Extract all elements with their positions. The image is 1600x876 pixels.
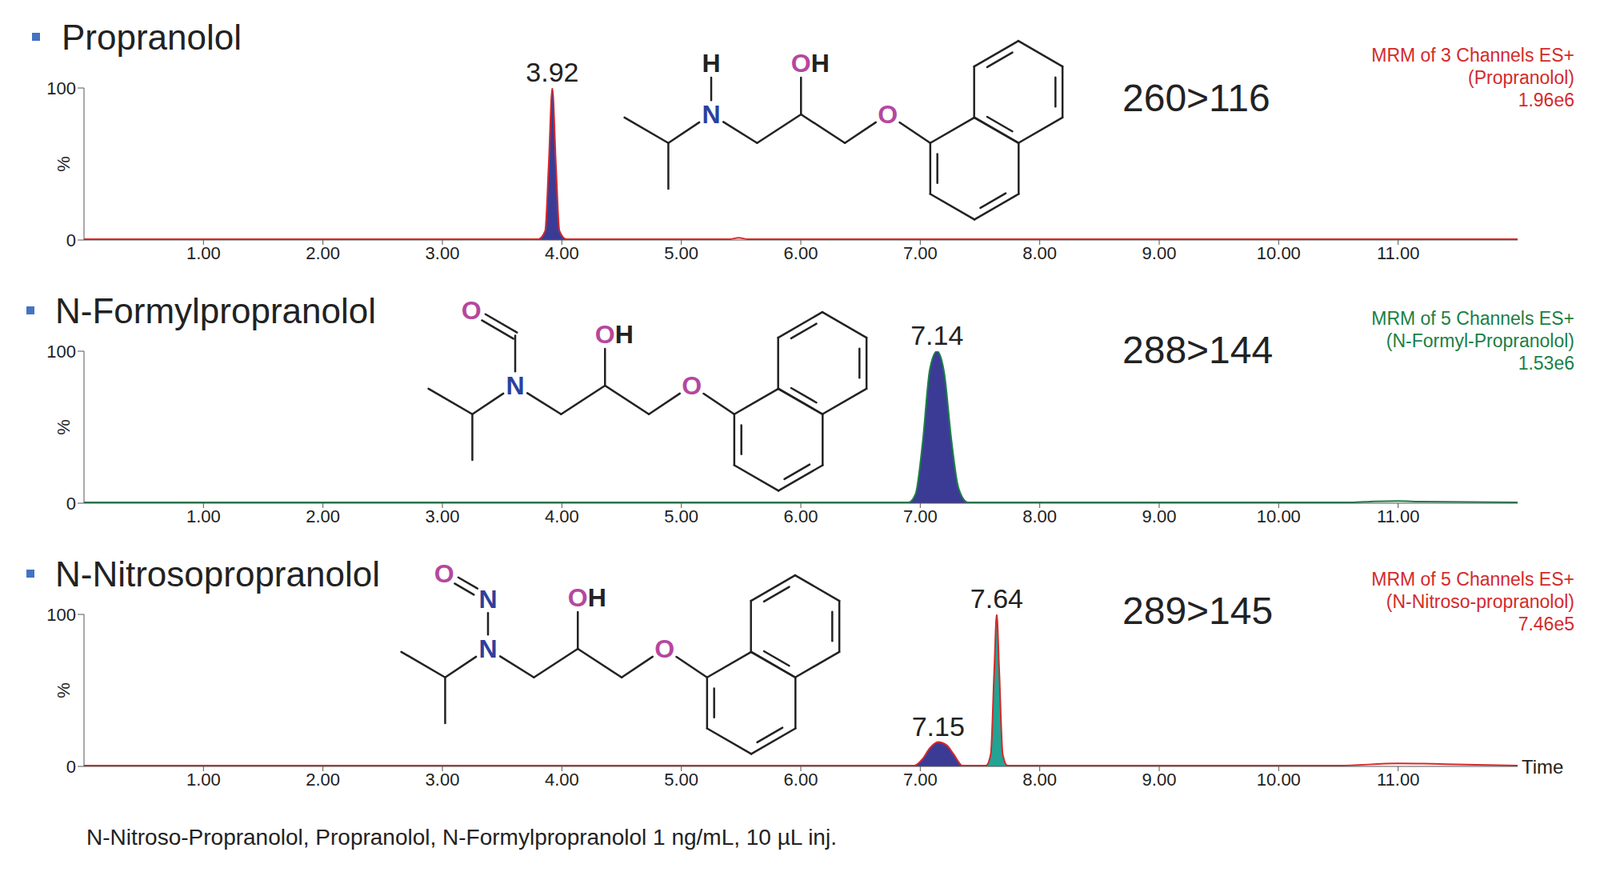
svg-text:10.00: 10.00	[1256, 243, 1301, 264]
svg-text:9.00: 9.00	[1142, 243, 1177, 264]
svg-text:0: 0	[66, 493, 76, 514]
svg-text:7.14: 7.14	[910, 320, 964, 351]
svg-text:MRM of 5 Channels ES+: MRM of 5 Channels ES+	[1371, 308, 1575, 329]
svg-text:3.00: 3.00	[425, 769, 460, 790]
svg-text:7.00: 7.00	[903, 769, 938, 790]
svg-text:6.00: 6.00	[784, 243, 819, 264]
svg-text:0: 0	[66, 230, 76, 251]
svg-text:2.00: 2.00	[305, 243, 340, 264]
svg-text:1.00: 1.00	[186, 506, 221, 527]
svg-text:1.00: 1.00	[186, 243, 221, 264]
svg-text:1.53e6: 1.53e6	[1518, 352, 1575, 374]
svg-text:8.00: 8.00	[1022, 506, 1057, 527]
svg-text:1.00: 1.00	[186, 769, 221, 790]
svg-text:O: O	[877, 100, 898, 129]
svg-text:10.00: 10.00	[1256, 769, 1301, 790]
svg-text:Time: Time	[1521, 756, 1564, 778]
svg-text:N-Nitrosopropranolol: N-Nitrosopropranolol	[55, 554, 380, 594]
svg-text:288>144: 288>144	[1122, 328, 1273, 372]
svg-text:O: O	[434, 559, 455, 588]
svg-text:260>116: 260>116	[1122, 76, 1271, 120]
svg-text:2.00: 2.00	[305, 506, 340, 527]
svg-text:8.00: 8.00	[1022, 243, 1057, 264]
svg-text:3.92: 3.92	[525, 56, 579, 88]
svg-text:N: N	[505, 371, 524, 400]
svg-text:11.00: 11.00	[1376, 506, 1420, 527]
svg-text:4.00: 4.00	[544, 506, 580, 527]
svg-text:7.00: 7.00	[903, 243, 938, 264]
svg-text:11.00: 11.00	[1376, 243, 1420, 264]
svg-text:N: N	[701, 100, 720, 129]
svg-text:2.00: 2.00	[305, 769, 340, 790]
svg-text:N-Formylpropranolol: N-Formylpropranolol	[55, 291, 376, 331]
svg-text:3.00: 3.00	[425, 506, 460, 527]
svg-text:8.00: 8.00	[1022, 769, 1057, 790]
svg-text:%: %	[53, 156, 74, 172]
svg-text:9.00: 9.00	[1142, 769, 1177, 790]
svg-text:OH: OH	[568, 583, 607, 612]
svg-text:7.46e5: 7.46e5	[1518, 613, 1575, 635]
svg-text:OH: OH	[791, 48, 830, 78]
svg-text:11.00: 11.00	[1376, 769, 1420, 790]
svg-text:O: O	[681, 371, 702, 400]
svg-text:(Propranolol): (Propranolol)	[1468, 67, 1575, 88]
svg-text:O: O	[461, 296, 482, 325]
svg-text:MRM of 3 Channels ES+: MRM of 3 Channels ES+	[1371, 44, 1575, 66]
svg-text:7.00: 7.00	[903, 506, 938, 527]
svg-text:Propranolol: Propranolol	[61, 17, 242, 57]
svg-text:6.00: 6.00	[784, 769, 819, 790]
svg-text:7.15: 7.15	[912, 711, 965, 742]
svg-text:%: %	[53, 419, 74, 436]
svg-text:289>145: 289>145	[1122, 589, 1273, 632]
svg-text:MRM of 5 Channels ES+: MRM of 5 Channels ES+	[1371, 568, 1575, 590]
svg-text:5.00: 5.00	[664, 506, 699, 527]
svg-text:10.00: 10.00	[1256, 506, 1301, 527]
svg-text:5.00: 5.00	[664, 769, 699, 790]
svg-text:4.00: 4.00	[544, 769, 580, 790]
svg-text:0: 0	[66, 756, 76, 777]
svg-text:OH: OH	[595, 320, 634, 349]
svg-text:9.00: 9.00	[1142, 506, 1177, 527]
svg-text:%: %	[53, 682, 74, 699]
svg-text:100: 100	[46, 341, 76, 362]
svg-text:100: 100	[46, 604, 76, 625]
svg-text:(N-Formyl-Propranolol): (N-Formyl-Propranolol)	[1386, 330, 1575, 352]
svg-text:4.00: 4.00	[544, 243, 580, 264]
svg-text:N-Nitroso-Propranolol, Propran: N-Nitroso-Propranolol, Propranolol, N-Fo…	[86, 824, 837, 850]
svg-text:1.96e6: 1.96e6	[1518, 89, 1575, 111]
svg-text:5.00: 5.00	[664, 243, 699, 264]
svg-text:3.00: 3.00	[425, 243, 460, 264]
svg-text:(N-Nitroso-propranolol): (N-Nitroso-propranolol)	[1386, 591, 1575, 612]
svg-text:100: 100	[46, 78, 76, 99]
svg-text:O: O	[654, 634, 675, 664]
svg-text:7.64: 7.64	[970, 583, 1024, 614]
svg-text:6.00: 6.00	[784, 506, 819, 527]
svg-text:N: N	[478, 634, 497, 664]
svg-text:H: H	[701, 48, 720, 78]
svg-text:N: N	[478, 584, 497, 614]
